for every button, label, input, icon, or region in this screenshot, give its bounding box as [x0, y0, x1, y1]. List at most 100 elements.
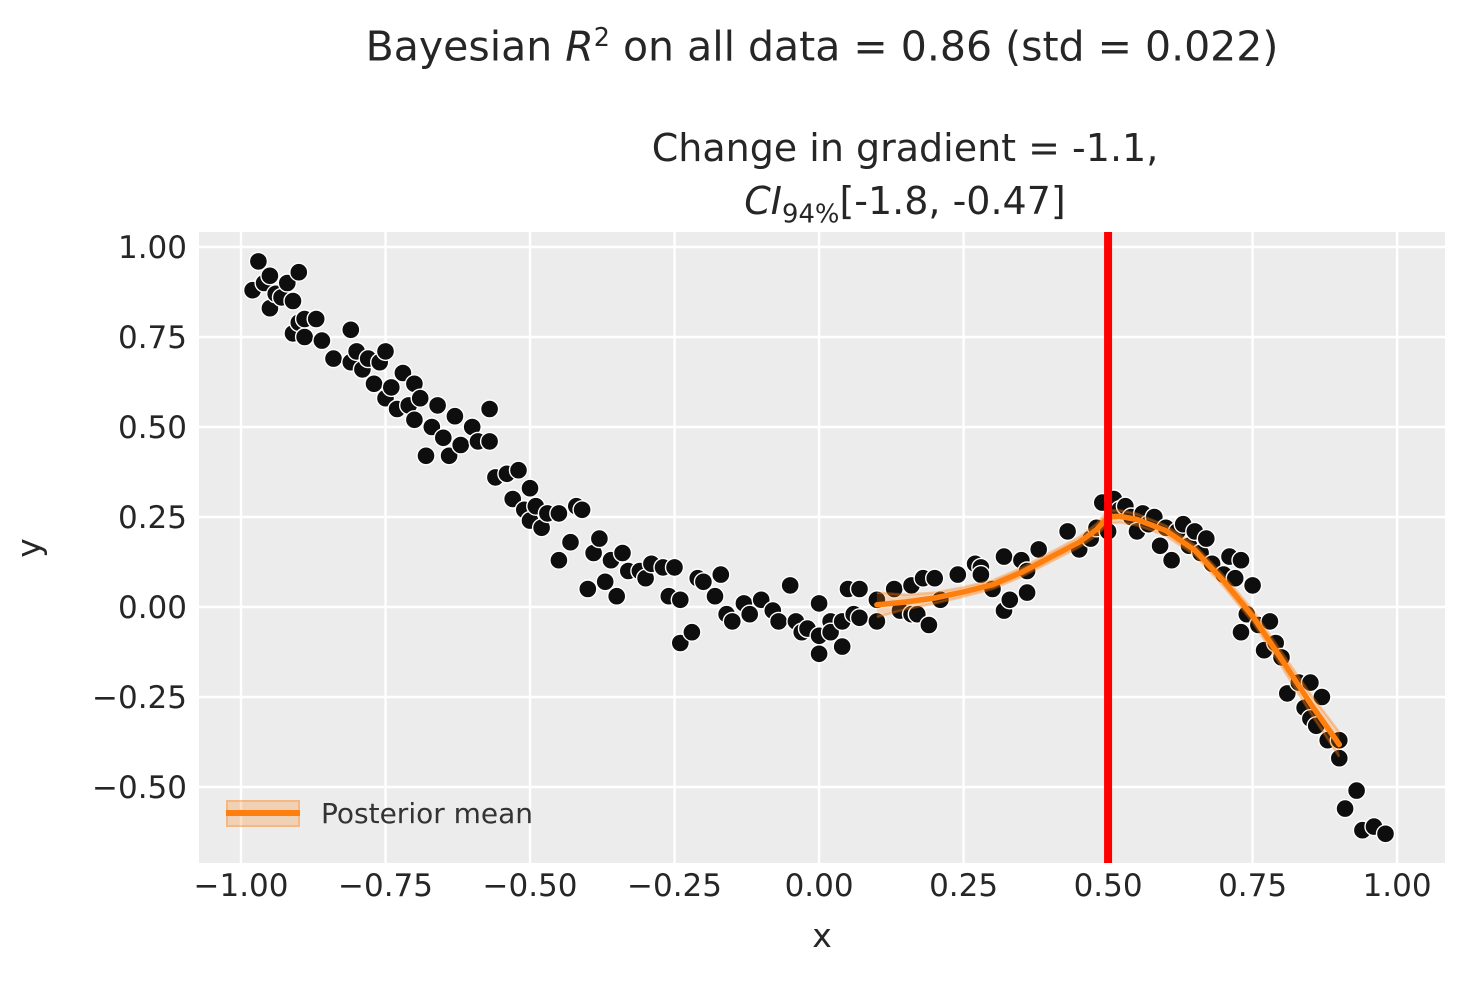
scatter-point — [849, 608, 870, 628]
title-r-italic: R — [565, 22, 594, 71]
title-text-pre: Bayesian — [365, 22, 566, 71]
scatter-point — [323, 348, 344, 369]
scatter-point — [994, 546, 1014, 567]
y-tick-label: 0.50 — [118, 410, 187, 446]
scatter-point — [1375, 824, 1396, 844]
x-tick-label: −0.25 — [627, 868, 722, 904]
scatter-point — [1335, 798, 1355, 819]
y-tick-label: 1.00 — [118, 230, 187, 266]
scatter-point — [1231, 622, 1251, 642]
x-tick-label: −0.50 — [483, 868, 578, 904]
scatter-point — [1346, 780, 1367, 801]
scatter-point — [479, 399, 500, 419]
scatter-point — [849, 579, 870, 599]
scatter-point — [479, 431, 500, 452]
scatter-point — [283, 291, 303, 311]
scatter-point — [445, 406, 465, 426]
scatter-point — [520, 478, 540, 498]
scatter-point — [809, 644, 829, 664]
x-tick-label: 0.25 — [929, 868, 998, 904]
ci-symbol-italic: CI — [744, 179, 783, 223]
x-tick-label: −1.00 — [194, 868, 289, 904]
x-tick-label: 0.00 — [785, 868, 854, 904]
scatter-point — [427, 395, 448, 416]
scatter-point — [578, 579, 598, 599]
legend-band-swatch — [226, 799, 300, 827]
scatter-point — [1161, 550, 1182, 570]
scatter-point — [612, 543, 633, 563]
scatter-point — [670, 590, 690, 610]
title-text-post: on all data = 0.86 (std = 0.022) — [609, 22, 1279, 71]
scatter-point — [711, 564, 731, 585]
scatter-point — [595, 572, 615, 592]
scatter-point — [1231, 550, 1251, 570]
scatter-point — [722, 611, 742, 632]
scatter-point — [1000, 590, 1020, 610]
y-tick-label: −0.50 — [92, 770, 187, 806]
scatter-point — [1028, 539, 1049, 560]
scatter-point — [306, 309, 326, 329]
scatter-point — [1225, 568, 1245, 588]
y-tick-label: 0.75 — [118, 320, 187, 356]
scatter-point — [1312, 687, 1332, 707]
chart-subtitle: Change in gradient = -1.1, CI94%[-1.8, -… — [275, 122, 1463, 242]
scatter-point — [1150, 536, 1170, 556]
scatter-point — [375, 341, 396, 362]
x-tick-label: −0.75 — [338, 868, 433, 904]
scatter-point — [682, 622, 702, 642]
legend-label: Posterior mean — [321, 796, 534, 830]
plot-area: −1.00 −0.75 −0.50 −0.25 0.00 0.25 0.50 0.75 1.00… — [92, 230, 1445, 904]
scatter-point — [410, 388, 430, 408]
scatter-point — [508, 460, 529, 480]
scatter-point — [1260, 611, 1280, 632]
chart-title: Bayesian R2 on all data = 0.86 (std = 0.… — [199, 22, 1445, 71]
scatter-point — [693, 572, 714, 592]
scatter-point — [948, 564, 968, 585]
scatter-point — [867, 611, 887, 632]
ci-subscript: 94% — [782, 199, 840, 230]
scatter-point — [294, 327, 315, 347]
scatter-point — [260, 266, 280, 286]
scatter-point — [1242, 575, 1263, 596]
x-tick-label: 0.50 — [1074, 868, 1143, 904]
scatter-point — [289, 262, 309, 282]
scatter-point — [572, 500, 592, 520]
scatter-point — [1017, 582, 1037, 603]
y-axis-label: y — [9, 538, 48, 558]
scatter-point — [549, 503, 569, 524]
scatter-point — [312, 330, 332, 351]
scatter-point — [607, 586, 627, 606]
scatter-point — [549, 550, 569, 570]
subtitle-line1: Change in gradient = -1.1, — [651, 126, 1159, 170]
title-r-superscript: 2 — [593, 22, 610, 52]
scatter-point — [664, 557, 685, 578]
scatter-point — [925, 568, 945, 588]
scatter-point — [919, 615, 939, 635]
legend: Posterior mean — [226, 795, 533, 831]
subtitle-line2: CI94%[-1.8, -0.47] — [275, 175, 1463, 242]
scatter-point — [248, 251, 269, 272]
scatter-point — [416, 446, 436, 466]
legend-line-swatch — [226, 810, 300, 816]
scatter-point — [1300, 672, 1321, 693]
scatter-point — [1057, 521, 1078, 542]
x-tick-label: 1.00 — [1363, 868, 1432, 904]
scatter-point — [780, 575, 800, 596]
y-tick-label: −0.25 — [92, 680, 187, 716]
scatter-point — [768, 611, 789, 632]
x-tick-label: 0.75 — [1218, 868, 1287, 904]
x-axis-label: x — [812, 916, 832, 955]
scatter-point — [589, 528, 610, 549]
y-tick-label: 0.00 — [118, 590, 187, 626]
scatter-point — [832, 636, 852, 657]
ci-interval: [-1.8, -0.47] — [839, 179, 1066, 223]
scatter-point — [971, 564, 991, 585]
scatter-point — [809, 593, 829, 614]
scatter-point — [404, 410, 425, 430]
scatter-point — [1196, 528, 1217, 549]
scatter-point — [341, 320, 361, 340]
scatter-point — [705, 586, 725, 606]
scatter-point — [740, 604, 760, 624]
